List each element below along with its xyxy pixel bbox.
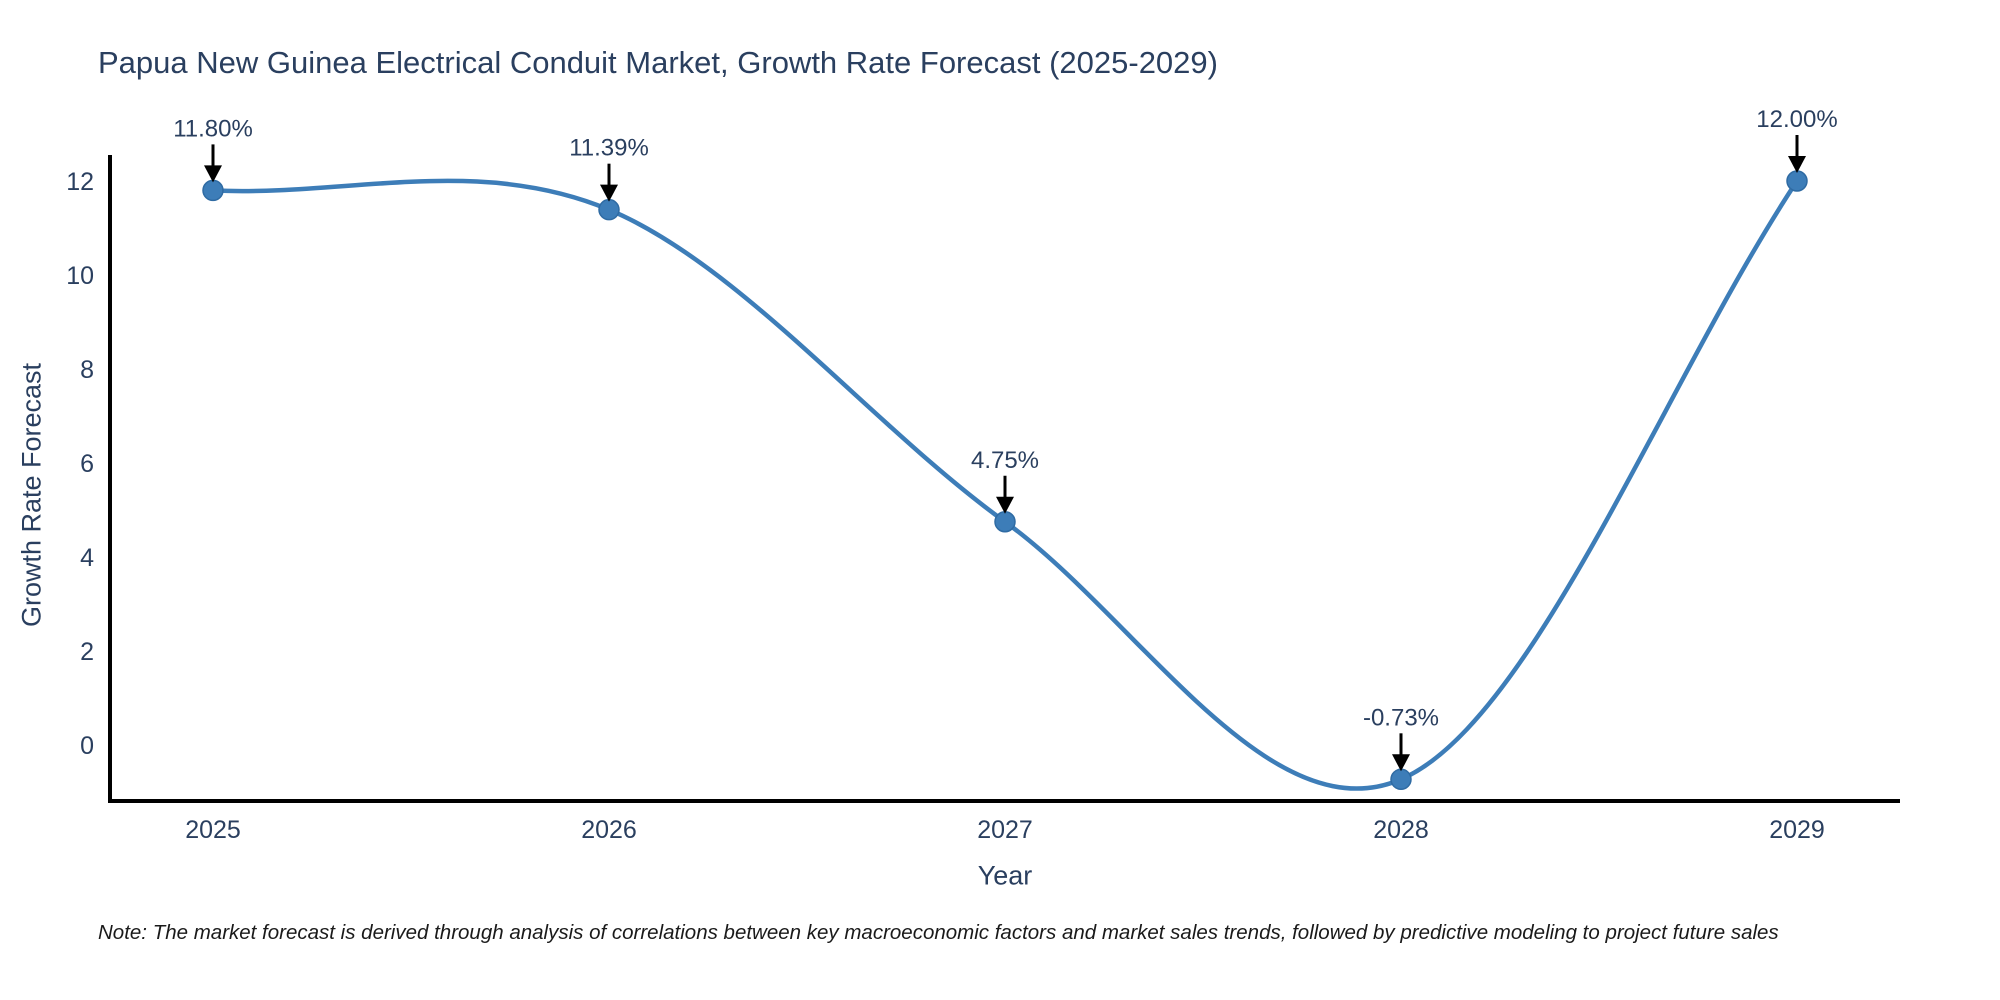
y-tick-label-8: 8 [80, 356, 94, 384]
chart-title: Papua New Guinea Electrical Conduit Mark… [98, 45, 1218, 80]
x-axis-title: Year [977, 860, 1033, 891]
y-tick-label-0: 0 [80, 732, 94, 760]
point-label-2028: -0.73% [1363, 704, 1439, 731]
annotation-arrowhead-2028 [1392, 754, 1410, 772]
point-label-2027: 4.75% [971, 447, 1039, 474]
growth-rate-line [210, 178, 1800, 791]
annotation-arrowhead-2027 [996, 496, 1014, 514]
x-tick-label-2026: 2026 [581, 816, 637, 844]
annotation-arrowhead-2025 [204, 165, 222, 183]
annotation-arrowhead-2029 [1788, 156, 1806, 173]
y-tick-label-10: 10 [66, 262, 94, 290]
point-label-2029: 12.00% [1756, 106, 1837, 133]
data-point-2025 [202, 179, 224, 202]
y-axis-title: Growth Rate Forecast [16, 362, 47, 628]
point-label-2025: 11.80% [173, 115, 253, 142]
data-point-2026 [598, 198, 620, 221]
point-label-2026: 11.39% [569, 135, 649, 162]
data-point-2028 [1390, 768, 1412, 791]
data-point-2027 [994, 511, 1016, 533]
y-tick-label-4: 4 [80, 544, 94, 572]
x-tick-label-2028: 2028 [1373, 816, 1429, 844]
y-tick-label-2: 2 [80, 638, 94, 666]
y-tick-label-12: 12 [66, 168, 94, 196]
annotation-arrowhead-2026 [600, 184, 618, 202]
y-tick-label-6: 6 [80, 450, 94, 478]
x-tick-label-2025: 2025 [185, 816, 241, 844]
data-point-2029 [1786, 170, 1808, 192]
x-tick-label-2027: 2027 [977, 816, 1033, 844]
footnote: Note: The market forecast is derived thr… [98, 921, 1779, 944]
x-tick-label-2029: 2029 [1769, 816, 1825, 844]
